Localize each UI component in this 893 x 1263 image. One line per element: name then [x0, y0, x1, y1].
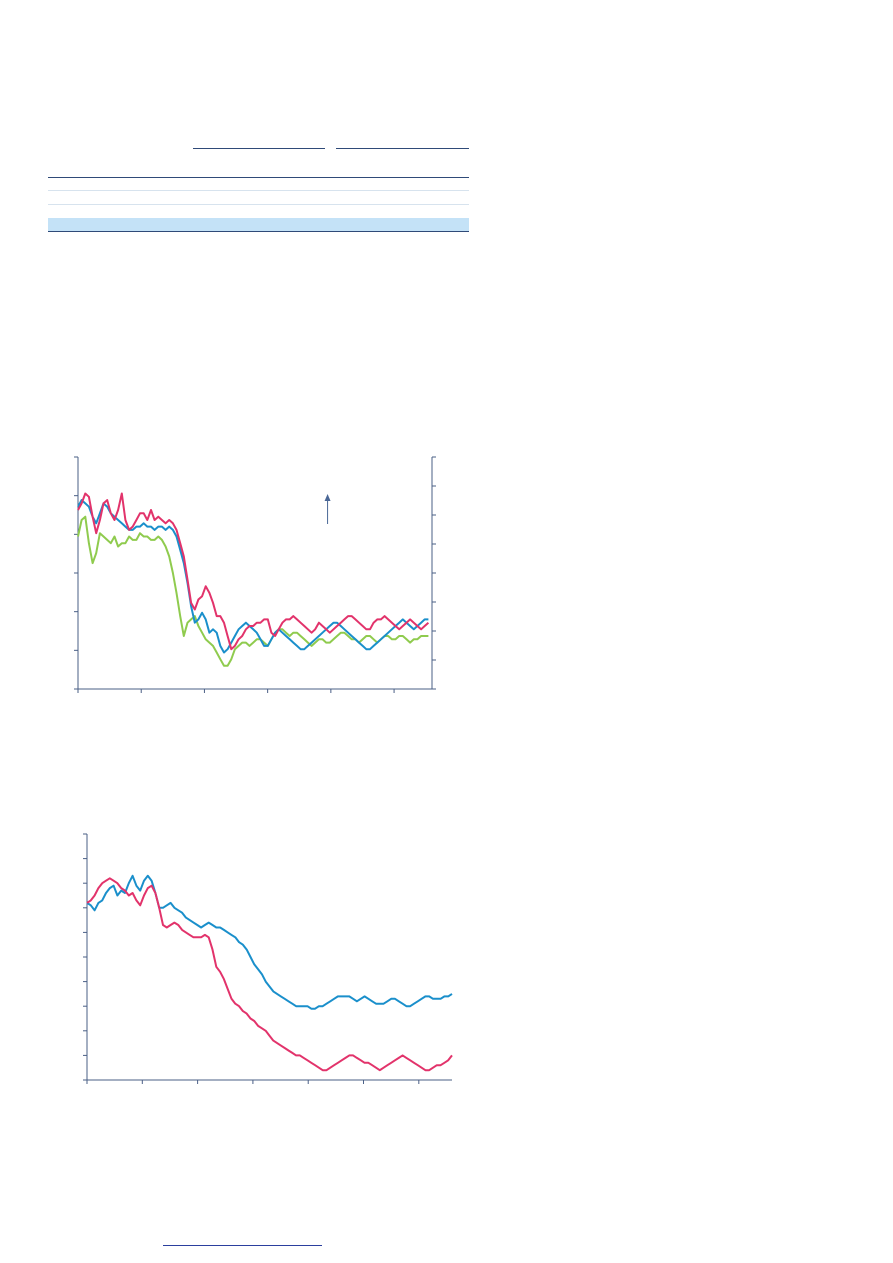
series-line-green: [77, 515, 429, 667]
table-bottom-rule: [48, 231, 469, 232]
series-line-pink: [77, 492, 430, 651]
annotation-arrow-icon: [324, 494, 331, 501]
table-row-divider: [48, 190, 469, 191]
table-top-rule: [48, 177, 469, 178]
table-row-divider: [48, 204, 469, 205]
table-highlighted-row: [48, 218, 469, 231]
footer-link[interactable]: [163, 1245, 322, 1246]
column-group-rule-1: [193, 148, 325, 149]
series-line-blue: [86, 874, 453, 1010]
series-line-blue: [77, 499, 429, 654]
series-line-pink: [86, 877, 453, 1072]
column-group-rule-2: [336, 148, 469, 149]
